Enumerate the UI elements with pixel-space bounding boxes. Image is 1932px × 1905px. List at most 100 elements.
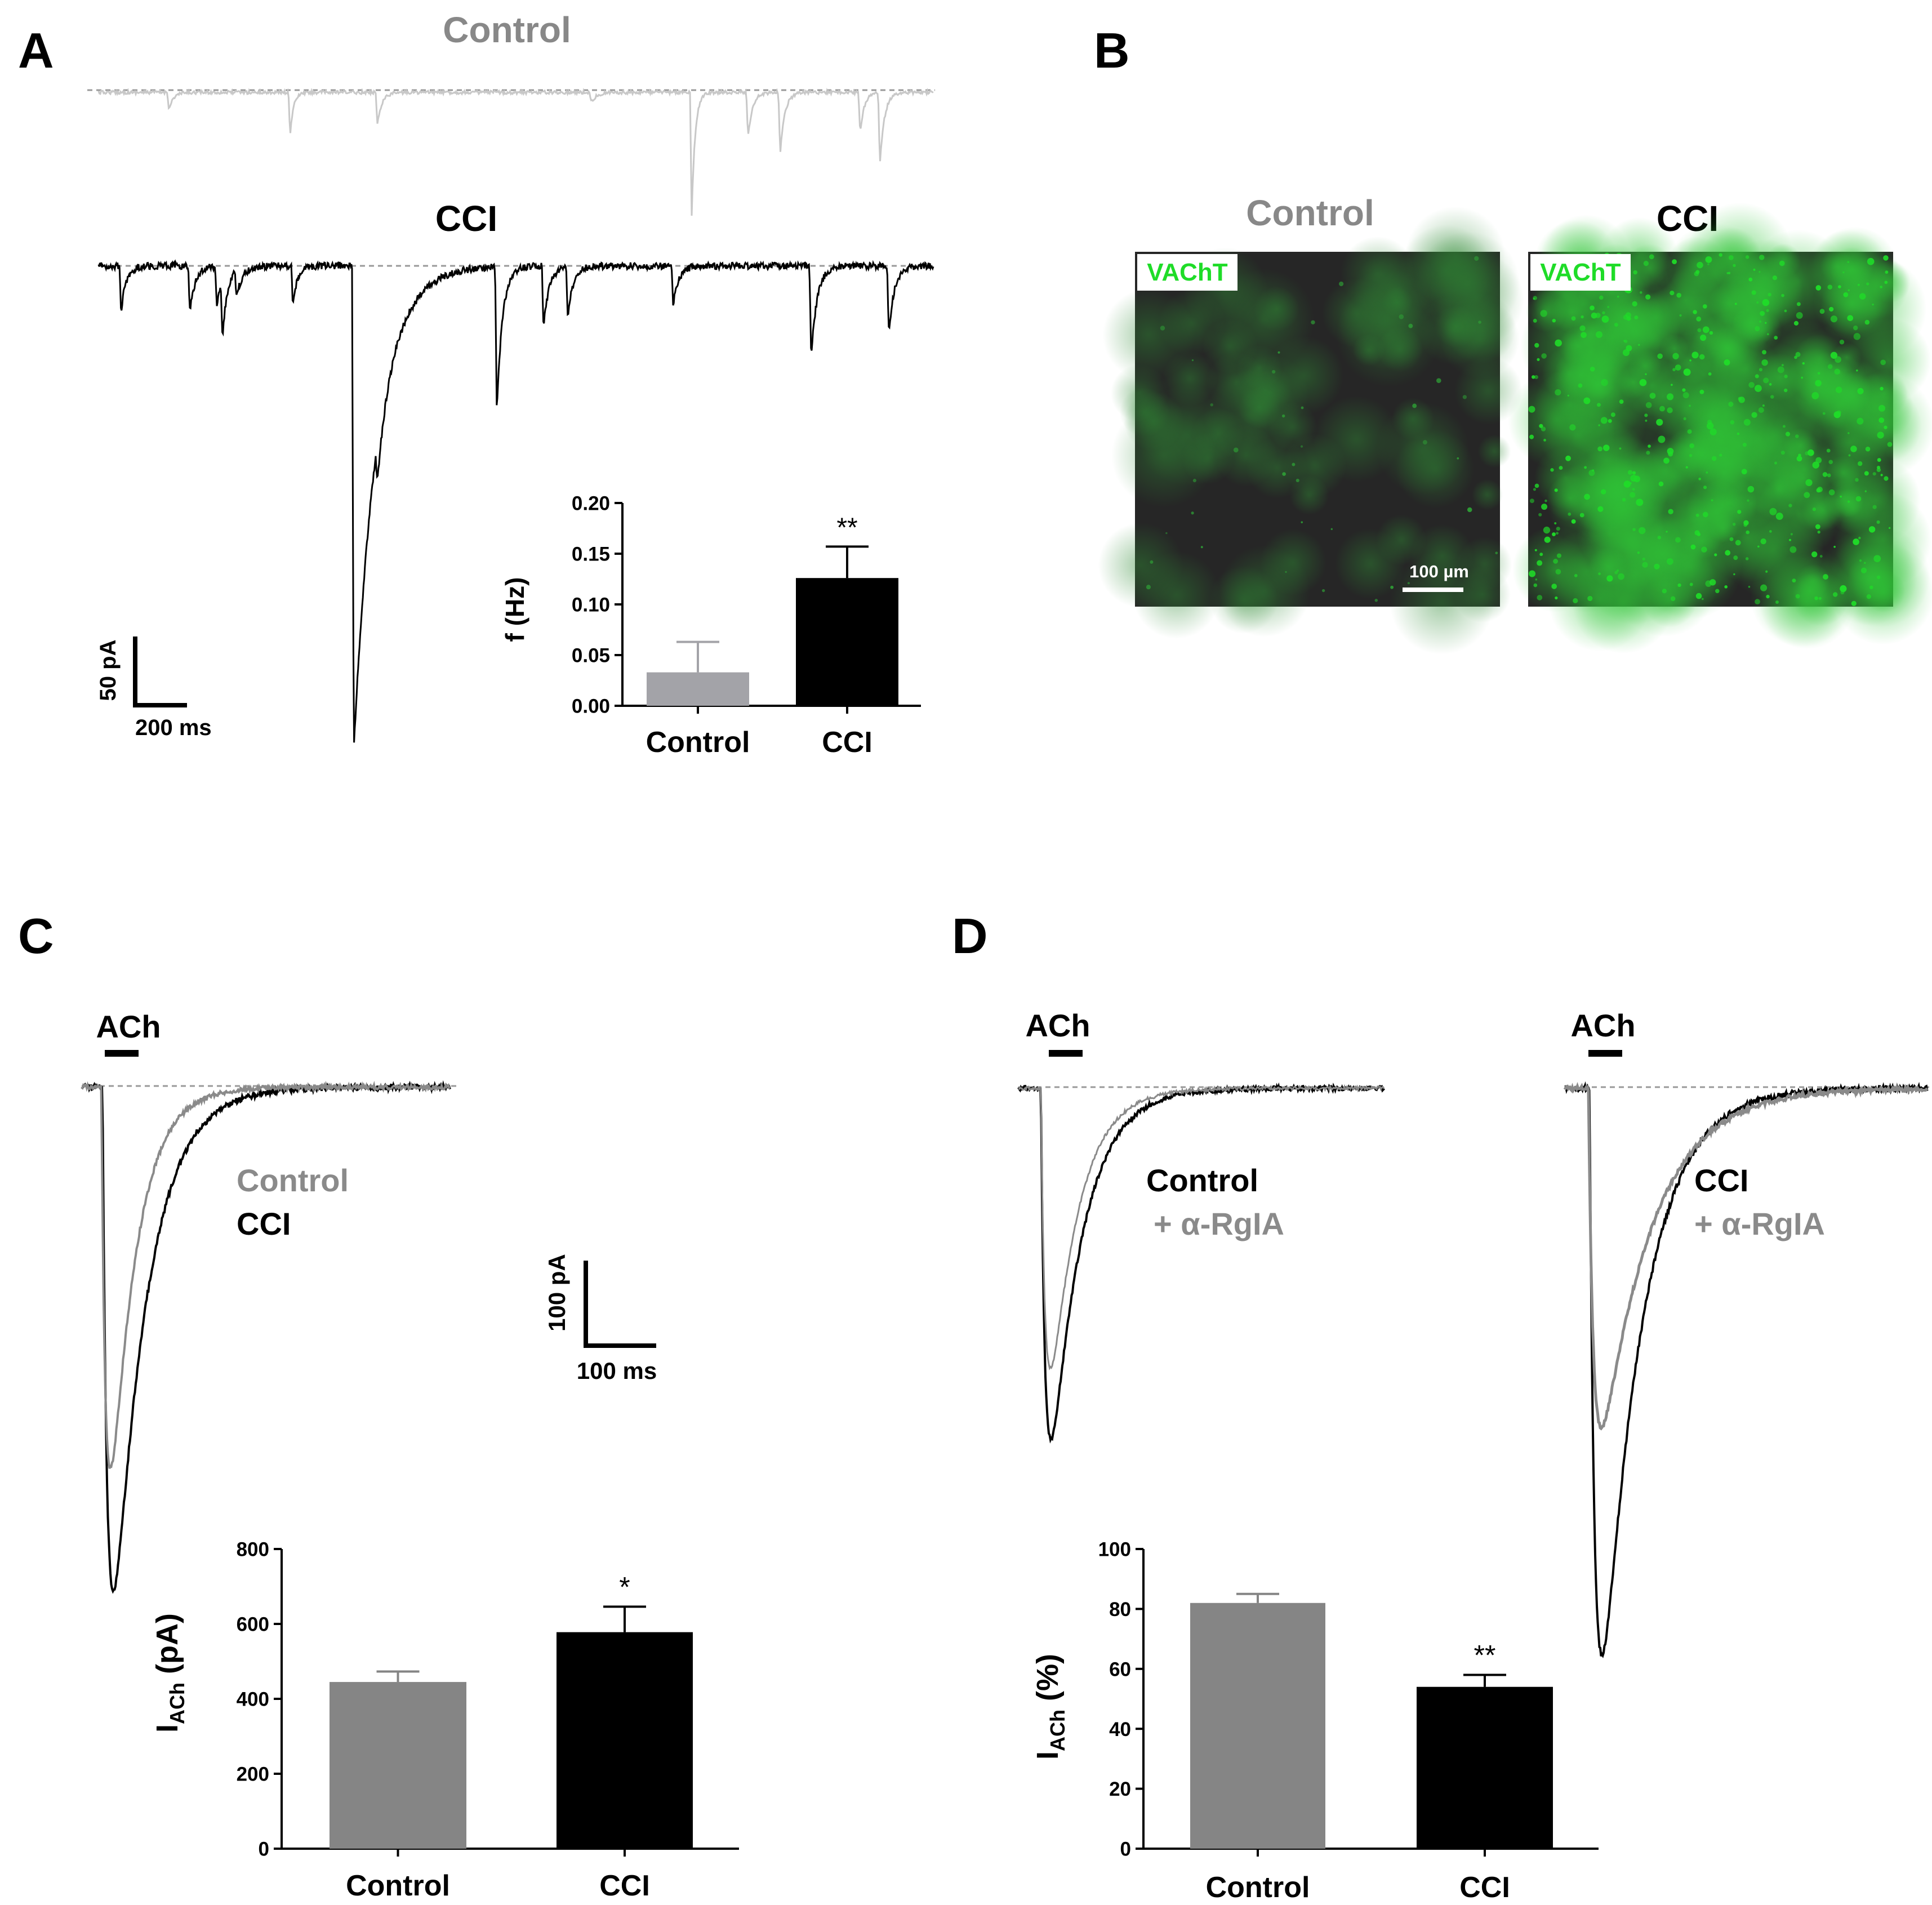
micrograph-puncta bbox=[1554, 522, 1557, 525]
micrograph-puncta bbox=[1695, 513, 1699, 517]
micrograph-puncta bbox=[1694, 271, 1699, 277]
micrograph-puncta bbox=[1682, 388, 1686, 392]
micrograph-puncta bbox=[1834, 368, 1840, 375]
micrograph-puncta bbox=[1407, 582, 1410, 585]
micrograph-puncta bbox=[1733, 555, 1738, 560]
micrograph-puncta bbox=[1867, 257, 1875, 265]
micrograph-puncta bbox=[1792, 578, 1796, 583]
micrograph-puncta bbox=[1873, 555, 1881, 563]
micrograph-stain-region bbox=[1246, 437, 1308, 499]
micrograph-puncta bbox=[1839, 339, 1845, 345]
micrograph-puncta bbox=[1539, 553, 1543, 557]
panel-a-cci-trace-line bbox=[97, 259, 934, 743]
micrograph-puncta bbox=[1685, 466, 1688, 469]
panel-d-left-label: Control bbox=[1146, 1163, 1258, 1198]
micrograph-puncta bbox=[1762, 299, 1770, 306]
micrograph-puncta bbox=[1598, 424, 1600, 426]
panel-c-y-tick-label: 800 bbox=[237, 1539, 269, 1561]
micrograph-puncta bbox=[1192, 479, 1196, 483]
micrograph-puncta bbox=[1555, 596, 1558, 600]
micrograph-puncta bbox=[1796, 456, 1802, 462]
micrograph-puncta bbox=[1869, 585, 1873, 589]
micrograph-puncta bbox=[1675, 364, 1681, 371]
panel-d-significance-marker: ** bbox=[1474, 1639, 1496, 1671]
micrograph-puncta bbox=[1707, 420, 1712, 425]
micrograph-puncta bbox=[1544, 499, 1547, 502]
micrograph-puncta bbox=[1528, 570, 1536, 577]
micrograph-puncta bbox=[1847, 315, 1854, 321]
micrograph-stain-region bbox=[1454, 566, 1511, 623]
micrograph-puncta bbox=[1296, 478, 1299, 483]
micrograph-puncta bbox=[1699, 354, 1705, 360]
panel-a-bar-control bbox=[647, 672, 749, 706]
micrograph-puncta bbox=[1630, 492, 1636, 498]
micrograph-puncta bbox=[1864, 471, 1869, 476]
micrograph-puncta bbox=[1649, 393, 1656, 399]
micrograph-puncta bbox=[1818, 597, 1822, 600]
micrograph-puncta bbox=[1767, 333, 1769, 336]
micrograph-puncta bbox=[1761, 359, 1768, 366]
micrograph-puncta bbox=[1866, 594, 1872, 599]
micrograph-puncta bbox=[1638, 344, 1640, 346]
micrograph-puncta bbox=[1777, 366, 1784, 373]
micrograph-puncta bbox=[1822, 472, 1828, 477]
micrograph-puncta bbox=[1699, 389, 1704, 394]
panel-letter-d: D bbox=[952, 908, 988, 964]
micrograph-puncta bbox=[1796, 302, 1801, 306]
micrograph-puncta bbox=[1883, 255, 1889, 261]
micrograph-puncta bbox=[1748, 585, 1751, 588]
micrograph-puncta bbox=[1599, 295, 1604, 300]
micrograph-puncta bbox=[1832, 592, 1838, 597]
micrograph-puncta bbox=[1533, 318, 1537, 323]
micrograph-puncta bbox=[1815, 457, 1822, 464]
micrograph-puncta bbox=[1210, 403, 1213, 407]
micrograph-puncta bbox=[1714, 553, 1717, 557]
micrograph-puncta bbox=[1760, 538, 1766, 545]
micrograph-puncta bbox=[1622, 497, 1626, 502]
micrograph-puncta bbox=[1584, 466, 1587, 469]
panel-d-right-drug-trace-line bbox=[1563, 1081, 1929, 1431]
micrograph-puncta bbox=[1695, 593, 1702, 599]
micrograph-puncta bbox=[1639, 291, 1642, 294]
micrograph-puncta bbox=[1830, 351, 1838, 359]
micrograph-puncta bbox=[1774, 336, 1778, 340]
micrograph-puncta bbox=[1858, 536, 1861, 540]
micrograph-puncta bbox=[1642, 557, 1646, 561]
micrograph-puncta bbox=[1729, 537, 1734, 541]
micrograph-puncta bbox=[1626, 316, 1631, 321]
panel-a-significance-marker: ** bbox=[836, 513, 857, 542]
micrograph-puncta bbox=[1702, 511, 1708, 518]
micrograph-puncta bbox=[1734, 302, 1737, 305]
panel-letter-c: C bbox=[18, 908, 54, 964]
micrograph-puncta bbox=[1864, 319, 1870, 325]
panel-a-control-trace bbox=[97, 87, 934, 216]
micrograph-puncta bbox=[1745, 255, 1750, 259]
micrograph-stain-region bbox=[1682, 522, 1721, 559]
micrograph-puncta bbox=[1679, 314, 1682, 317]
micrograph-stain-region bbox=[1418, 295, 1488, 365]
micrograph-puncta bbox=[1643, 261, 1649, 266]
micrograph-puncta bbox=[1706, 422, 1714, 430]
micrograph-puncta bbox=[1553, 559, 1558, 564]
micrograph-puncta bbox=[1663, 457, 1670, 464]
micrograph-puncta bbox=[1534, 342, 1539, 348]
micrograph-puncta bbox=[1733, 573, 1735, 576]
micrograph-puncta bbox=[1614, 571, 1618, 575]
micrograph-puncta bbox=[1748, 382, 1755, 388]
micrograph-puncta bbox=[1457, 457, 1459, 460]
micrograph-puncta bbox=[1569, 424, 1576, 431]
micrograph-puncta bbox=[1853, 325, 1858, 331]
micrograph-puncta bbox=[1802, 362, 1805, 365]
micrograph-puncta bbox=[1619, 399, 1624, 404]
micrograph-puncta bbox=[1711, 499, 1713, 502]
micrograph-puncta bbox=[1884, 425, 1888, 429]
micrograph-puncta bbox=[1636, 498, 1644, 506]
micrograph-stain-region bbox=[1767, 360, 1851, 444]
micrograph-puncta bbox=[1884, 476, 1889, 481]
micrograph-cci-label-box bbox=[1530, 254, 1631, 291]
micrograph-puncta bbox=[1552, 532, 1556, 536]
micrograph-puncta bbox=[1554, 488, 1558, 492]
micrograph-puncta bbox=[1495, 551, 1498, 555]
panel-d-left-drug-trace-line bbox=[1018, 1084, 1385, 1370]
micrograph-puncta bbox=[1533, 297, 1535, 300]
